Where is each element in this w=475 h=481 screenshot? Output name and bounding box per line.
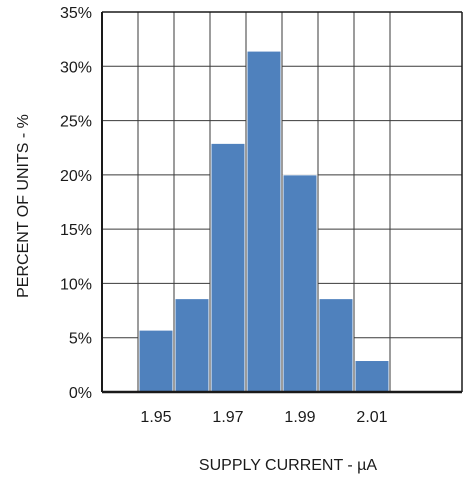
gridlines	[102, 11, 462, 393]
plot-frame	[101, 11, 463, 394]
y-tick-label: 30%	[60, 59, 92, 76]
bars	[138, 50, 390, 393]
y-tick-label: 0%	[69, 385, 92, 402]
y-tick-label: 10%	[60, 276, 92, 293]
histogram-bar	[318, 298, 354, 393]
y-tick-label: 35%	[60, 5, 92, 22]
y-tick-label: 5%	[69, 331, 92, 348]
y-tick-labels: 0% 5% 10% 15% 20% 25% 30% 35%	[60, 5, 92, 402]
x-tick-labels: 1.95 1.97 1.99 2.01	[140, 409, 387, 426]
histogram-bar	[174, 298, 210, 393]
histogram-bar	[246, 50, 282, 393]
x-tick-label: 1.97	[212, 409, 243, 426]
histogram-bar	[282, 174, 318, 393]
x-tick-label: 1.99	[284, 409, 315, 426]
y-tick-label: 25%	[60, 114, 92, 131]
histogram-bar	[138, 329, 174, 393]
histogram-bar	[354, 360, 390, 393]
y-tick-label: 20%	[60, 168, 92, 185]
y-axis-label: PERCENT OF UNITS - %	[15, 114, 32, 298]
x-tick-label: 2.01	[356, 409, 387, 426]
x-tick-label: 1.95	[140, 409, 171, 426]
x-axis-label: SUPPLY CURRENT - µA	[199, 457, 377, 474]
y-tick-label: 15%	[60, 222, 92, 239]
histogram-bar	[210, 142, 246, 393]
